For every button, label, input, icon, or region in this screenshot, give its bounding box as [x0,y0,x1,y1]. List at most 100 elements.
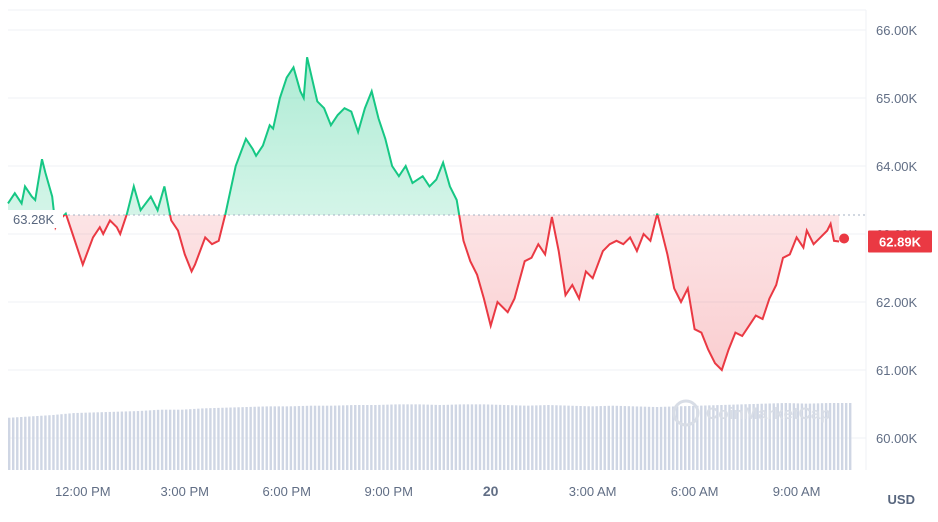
volume-bar [619,405,623,470]
volume-bar [482,404,486,470]
volume-bar [655,406,659,470]
volume-bar [756,403,759,470]
volume-bar [88,412,91,470]
volume-bar [832,403,836,470]
volume-bar [659,406,663,470]
volume-bar [478,404,482,470]
volume-bar [486,404,490,470]
x-tick-label: 3:00 PM [161,484,209,499]
volume-bar [410,404,413,470]
volume-bar [245,407,248,470]
volume-bar [804,403,808,470]
volume-bar [607,405,610,470]
volume-bar [193,408,196,470]
volume-bar [760,403,763,470]
volume-bar [382,404,385,470]
volume-bar [209,408,212,470]
y-tick-label: 62.00K [876,295,918,310]
volume-bar [64,413,67,470]
volume-bar [172,409,176,470]
volume-bar [627,406,631,470]
volume-bar [438,404,441,470]
volume-bar [277,406,281,470]
volume-bar [253,406,256,470]
volume-bar [462,404,466,470]
volume-bar [728,404,731,470]
volume-bar [297,406,301,470]
x-tick-label: 12:00 PM [55,484,111,499]
volume-bar [816,403,820,470]
volume-bar [309,405,313,470]
x-tick-label: 20 [483,483,499,499]
price-line-down [53,214,840,372]
volume-bar [116,411,120,470]
y-tick-label: 64.00K [876,159,918,174]
volume-bar [168,409,172,470]
volume-bar [24,416,27,470]
x-axis: 12:00 PM 3:00 PM 6:00 PM 9:00 PM 20 3:00 AM 6:… [55,483,821,499]
volume-bar [197,408,200,470]
volume-bar [494,404,498,470]
volume-bar [281,406,285,470]
volume-bar [406,404,409,470]
volume-bar [317,405,321,470]
watermark-logo-icon [672,399,700,427]
volume-bar [458,404,462,470]
volume-bar [269,406,272,470]
reference-price-label-group: 63.28K [8,210,63,228]
x-tick-label: 3:00 AM [569,484,617,499]
volume-bar [603,405,606,470]
volume-bar [575,405,578,470]
volume-bar [780,403,783,470]
watermark-text: CoinMarketCap [706,404,831,423]
volume-bar [551,405,554,470]
volume-bar [450,404,454,470]
volume-bar [148,410,152,470]
y-tick-label: 60.00K [876,431,918,446]
volume-bar [341,405,345,470]
volume-bar [454,404,458,470]
volume-bar [836,403,840,470]
watermark: CoinMarketCap [672,399,831,427]
volume-bar [679,406,683,470]
volume-bar [772,403,775,470]
volume-bar [313,405,317,470]
volume-bar [249,406,252,470]
volume-bar [329,405,333,470]
volume-bar [52,414,55,470]
current-price-dot [839,233,850,244]
volume-bar [217,407,220,470]
volume-bar [748,404,751,470]
volume-bar [80,412,83,470]
volume-bar [490,404,494,470]
volume-bar [587,406,590,470]
area-above-reference [8,57,658,215]
volume-bar [611,405,614,470]
y-tick-label: 65.00K [876,91,918,106]
volume-bar [792,403,796,470]
currency-label: USD [888,492,915,507]
volume-bar [177,409,180,470]
volume-bar [430,404,433,470]
volume-bar [784,403,788,470]
volume-bar [422,404,425,470]
volume-bar [140,410,144,470]
volume-bar [346,405,349,470]
volume-bar [647,406,651,470]
volume-bar [378,404,381,470]
volume-bar [519,405,522,470]
volume-bar [812,403,816,470]
volume-bar [567,405,570,470]
volume-bar [273,406,276,470]
volume-bar [704,405,707,470]
volume-bar [321,405,325,470]
volume-bar [96,412,99,470]
area-below-reference [8,214,840,370]
volume-bar [136,411,140,470]
volume-bar [506,405,510,470]
volume-bar [305,405,309,470]
volume-bar [555,405,558,470]
volume-bar [599,406,602,470]
volume-bar [840,403,844,470]
volume-bar [675,406,679,470]
